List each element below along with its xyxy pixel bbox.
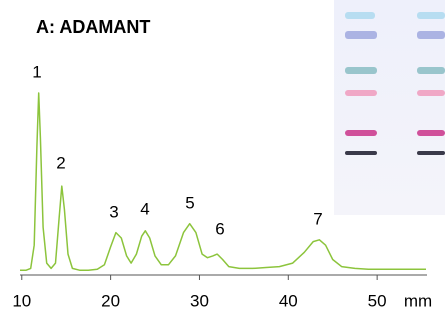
- peak-label: 1: [32, 62, 41, 81]
- peak-label: 7: [313, 209, 322, 228]
- peak-label: 2: [56, 153, 65, 172]
- x-tick-label: 30: [190, 291, 209, 310]
- peak-label: 3: [109, 202, 118, 221]
- x-tick-label: 20: [101, 291, 120, 310]
- x-tick-label: 40: [279, 291, 298, 310]
- x-axis-label: mm: [404, 291, 432, 310]
- x-tick-label: 10: [12, 291, 31, 310]
- chart-title: A: ADAMANT: [36, 17, 150, 37]
- x-tick-label: 50: [368, 291, 387, 310]
- peak-label: 6: [215, 219, 224, 238]
- chart: A: ADAMANT mm 10 20 30 40 50 1 2 3 4 5 6 7: [0, 0, 445, 313]
- tlc-plate: [334, 0, 445, 215]
- peak-label: 5: [185, 193, 194, 212]
- peak-label: 4: [140, 199, 149, 218]
